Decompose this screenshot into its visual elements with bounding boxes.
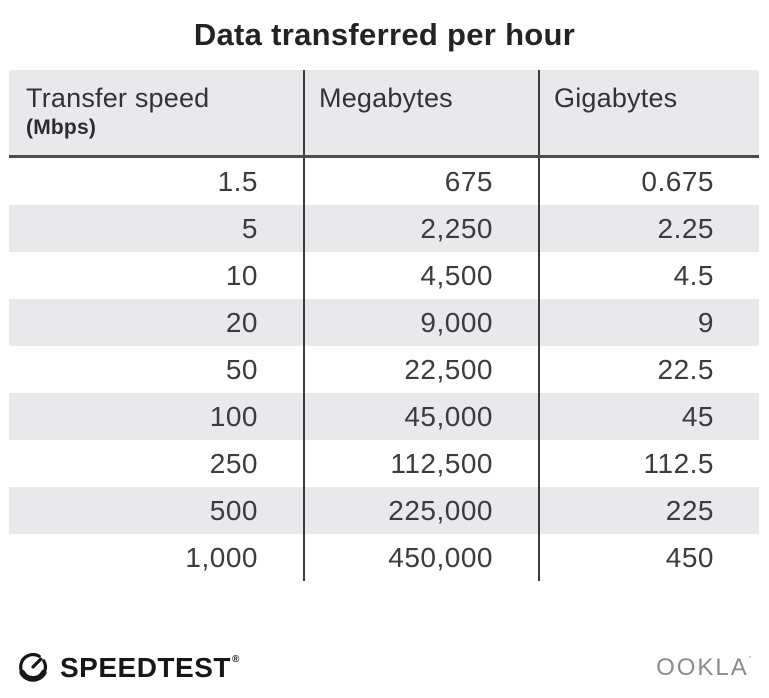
- header-transfer-speed-label: Transfer speed: [26, 83, 210, 113]
- megabytes-cell: 2,250: [303, 205, 538, 252]
- gigabytes-cell: 45: [538, 393, 759, 440]
- megabytes-cell: 450,000: [303, 534, 538, 581]
- speed-cell: 20: [9, 299, 303, 346]
- megabytes-cell: 45,000: [303, 393, 538, 440]
- speed-cell: 10: [225, 259, 258, 291]
- table-row: 5 2,250 2.25: [9, 205, 759, 252]
- registered-trademark-mark: ®: [231, 654, 240, 665]
- gigabytes-cell: 112.5: [538, 440, 759, 487]
- gigabytes-cell: 22.5: [538, 346, 759, 393]
- megabytes-cell: 225,000: [303, 487, 538, 534]
- table-row: 50 22,500 22.5: [9, 346, 759, 393]
- header-megabytes: Megabytes: [303, 70, 538, 155]
- ookla-trademark-mark: ’: [748, 655, 753, 666]
- table-body: 1.5 675 0.675 5 2,250 2.25 10 4,500 4.5 20 9,000 9 5…: [9, 158, 759, 581]
- page-title: Data transferred per hour: [193, 17, 576, 52]
- gigabytes-cell: 450: [538, 534, 759, 581]
- table-row: 1.5 675 0.675: [9, 158, 759, 205]
- megabytes-cell: 9,000: [303, 299, 538, 346]
- table-row: 1,000 450,000 450: [9, 534, 759, 581]
- table-row: 20 9,000 9: [9, 299, 759, 346]
- gigabytes-cell: 9: [538, 299, 759, 346]
- speed-cell: 250: [209, 447, 258, 479]
- gigabytes-cell: 2.25: [538, 205, 759, 252]
- megabytes-cell: 4,500: [303, 252, 538, 299]
- speed-cell: 100: [9, 393, 303, 440]
- table-row: 10 4,500 4.5: [9, 252, 759, 299]
- header-transfer-speed: Transfer speed (Mbps): [9, 70, 303, 155]
- speedtest-wordmark-text: SPEEDTEST: [60, 652, 231, 683]
- gigabytes-cell: 225: [538, 487, 759, 534]
- speed-cell: 50: [225, 353, 258, 385]
- speedtest-logo: SPEEDTEST ®: [14, 647, 240, 690]
- speedometer-gauge-icon: [14, 647, 52, 690]
- speedtest-wordmark: SPEEDTEST ®: [60, 652, 240, 684]
- header-gigabytes: Gigabytes: [538, 70, 759, 155]
- ookla-logo: OOKLA ’: [656, 654, 753, 682]
- table-row: 500 225,000 225: [9, 487, 759, 534]
- table-header: Transfer speed (Mbps) Megabytes Gigabyte…: [9, 70, 759, 158]
- data-table: Transfer speed (Mbps) Megabytes Gigabyte…: [9, 70, 759, 581]
- table-row: 100 45,000 45: [9, 393, 759, 440]
- megabytes-cell: 22,500: [303, 346, 538, 393]
- megabytes-cell: 675: [303, 158, 538, 205]
- table-row: 250 112,500 112.5: [9, 440, 759, 487]
- megabytes-cell: 112,500: [303, 440, 538, 487]
- ookla-wordmark-text: OOKLA: [656, 654, 749, 681]
- header-transfer-speed-unit: (Mbps): [26, 116, 97, 139]
- gigabytes-cell: 4.5: [538, 252, 759, 299]
- speed-cell: 5: [9, 205, 303, 252]
- speed-cell: 1.5: [217, 165, 258, 197]
- speed-cell: 1,000: [185, 541, 258, 573]
- footer: SPEEDTEST ® OOKLA ’: [0, 646, 769, 690]
- gigabytes-cell: 0.675: [538, 158, 759, 205]
- speed-cell: 500: [9, 487, 303, 534]
